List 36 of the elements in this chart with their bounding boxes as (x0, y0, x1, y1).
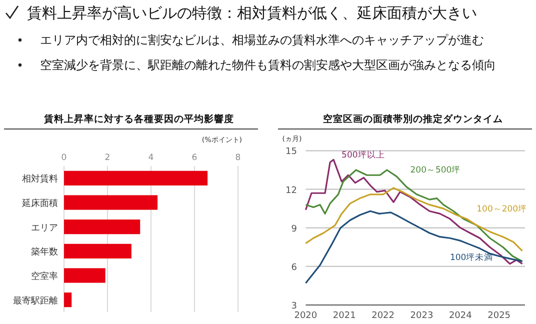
bar (64, 268, 106, 283)
y-tick-label: 空室率 (31, 271, 58, 282)
x-tick-label: 2 (104, 153, 110, 163)
y-tick-label: 延床面積 (21, 198, 58, 209)
y-tick-label: エリア (31, 223, 58, 234)
y-tick-label: 12 (286, 186, 297, 196)
bar (64, 292, 72, 308)
x-tick-label: 2022 (372, 311, 395, 321)
text: エリア内で相対的に割安なビルは、相場並みの賃料水準へのキャッチアップが進む (40, 33, 484, 47)
y-tick-label: 最寄駅距離 (13, 295, 58, 306)
y-tick-label: 築年数 (31, 246, 58, 258)
series-label: 500坪以上 (342, 150, 385, 161)
series-label: 200～500坪 (410, 164, 461, 176)
x-tick-label: 2025 (488, 311, 511, 321)
x-tick-label: 2023 (410, 311, 434, 321)
x-tick-label: 2020 (294, 311, 318, 321)
bar (64, 220, 140, 234)
text: 賃料上昇率が高いビルの特徴：相対賃料が低く、延床面積が大きい (27, 4, 477, 22)
x-tick-label: 8 (235, 153, 241, 163)
y-tick-label: 9 (291, 224, 298, 234)
y-tick-label: 6 (291, 262, 298, 273)
chart-title: 空室区画の面積帯別の推定ダウンタイム (323, 113, 503, 125)
x-tick-label: 0 (61, 153, 67, 163)
x-tick-label: 4 (148, 153, 154, 163)
bar (64, 195, 158, 210)
y-tick-label: 相対賃料 (22, 174, 58, 185)
bar (64, 170, 208, 186)
y-tick-label: 15 (286, 147, 297, 158)
text: 空室減少を背景に、駅距離の離れた物件も賃料の割安感や大型区画が強みとなる傾向 (40, 58, 496, 72)
chart-title: 賃料上昇率に対する各種要因の平均影響度 (43, 113, 234, 125)
series-label: 100～200坪 (476, 203, 528, 214)
x-tick-label: 2024 (448, 311, 472, 321)
x-tick-label: 2021 (332, 311, 356, 321)
x-tick-label: 6 (192, 153, 198, 163)
y-tick-label: 3 (291, 302, 297, 312)
bar (64, 244, 132, 258)
